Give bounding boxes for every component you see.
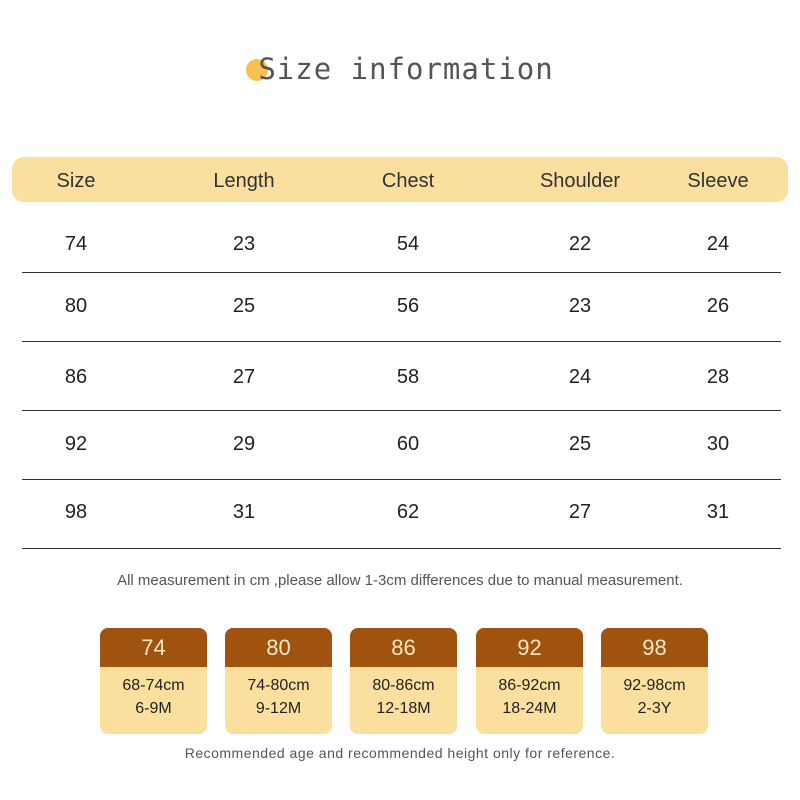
table-cell: 26 [706,295,730,317]
card-size: 86 [350,628,457,667]
column-header: Sleeve [687,170,749,192]
table-cell: 60 [396,433,420,455]
card-height: 68-74cm [122,677,185,694]
table-cell: 31 [706,501,730,523]
card-size: 92 [476,628,583,667]
card-age: 6-9M [135,700,172,717]
page-title: Size information [0,52,800,86]
table-cell: 27 [232,366,256,388]
card-height: 80-86cm [372,677,435,694]
size-card: 74 68-74cm 6-9M [100,628,207,734]
column-header: Shoulder [539,170,621,192]
table-header [12,157,788,202]
table-cell: 25 [568,433,592,455]
table-cell: 92 [64,433,88,455]
column-header: Length [213,170,275,192]
row-divider [22,410,781,411]
table-cell: 27 [568,501,592,523]
table-cell: 24 [568,366,592,388]
table-cell: 22 [568,233,592,255]
table-cell: 31 [232,501,256,523]
table-cell: 80 [64,295,88,317]
size-card: 98 92-98cm 2-3Y [601,628,708,734]
table-cell: 62 [396,501,420,523]
footer-note: Recommended age and recommended height o… [184,745,616,761]
table-cell: 86 [64,366,88,388]
table-cell: 98 [64,501,88,523]
row-divider [22,272,781,273]
card-height: 86-92cm [498,677,561,694]
card-size: 80 [225,628,332,667]
card-size: 98 [601,628,708,667]
row-divider [22,341,781,342]
table-cell: 28 [706,366,730,388]
card-age: 9-12M [255,700,302,717]
size-card: 92 86-92cm 18-24M [476,628,583,734]
dot-icon [246,59,269,81]
column-header: Size [56,170,96,192]
table-cell: 24 [706,233,730,255]
measurement-note: All measurement in cm ,please allow 1-3c… [117,572,683,589]
card-size: 74 [100,628,207,667]
card-age: 12-18M [376,700,431,717]
card-height: 92-98cm [623,677,686,694]
table-cell: 54 [396,233,420,255]
table-cell: 58 [396,366,420,388]
table-cell: 23 [568,295,592,317]
table-cell: 30 [706,433,730,455]
column-header: Chest [381,170,435,192]
row-divider [22,548,781,549]
card-height: 74-80cm [247,677,310,694]
table-cell: 23 [232,233,256,255]
table-cell: 56 [396,295,420,317]
size-card: 80 74-80cm 9-12M [225,628,332,734]
table-cell: 25 [232,295,256,317]
title-text: Size information [258,52,554,86]
table-cell: 74 [64,233,88,255]
row-divider [22,479,781,480]
table-cell: 29 [232,433,256,455]
size-card: 86 80-86cm 12-18M [350,628,457,734]
card-age: 18-24M [502,700,557,717]
card-age: 2-3Y [637,700,672,717]
